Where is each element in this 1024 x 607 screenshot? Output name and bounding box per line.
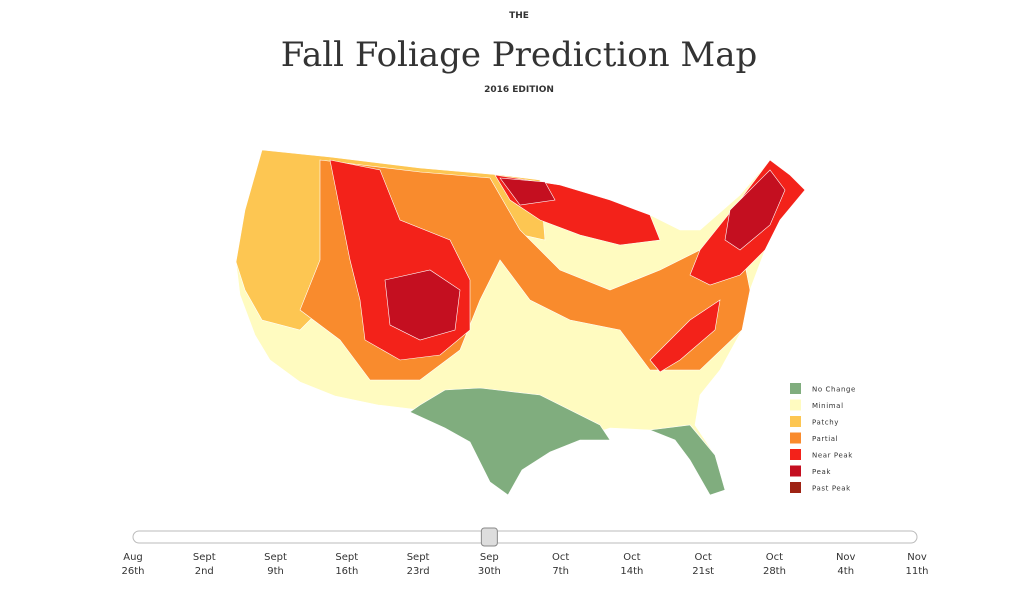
date-month[interactable]: Aug	[123, 552, 143, 563]
date-day[interactable]: 2nd	[195, 566, 214, 577]
date-day[interactable]: 7th	[552, 566, 569, 577]
legend-label: Partial	[812, 435, 838, 443]
legend-label: Peak	[812, 468, 831, 476]
peak-northeast	[724, 169, 786, 251]
title: Fall Foliage Prediction Map	[281, 35, 758, 75]
slider-thumb[interactable]	[480, 527, 498, 547]
date-month[interactable]: Sep	[480, 552, 499, 563]
edition: 2016 EDITION	[484, 85, 554, 95]
legend-swatch	[790, 416, 801, 427]
no-change-florida	[649, 424, 726, 496]
date-day[interactable]: 4th	[837, 566, 854, 577]
date-month[interactable]: Oct	[623, 552, 640, 563]
date-day[interactable]: 16th	[335, 566, 358, 577]
date-month[interactable]: Nov	[836, 552, 856, 563]
slider-track[interactable]	[132, 530, 918, 544]
peak-rockies	[384, 269, 461, 341]
date-day[interactable]: 21st	[692, 566, 714, 577]
legend-swatch	[790, 449, 801, 460]
date-month[interactable]: Oct	[552, 552, 569, 563]
date-day[interactable]: 9th	[267, 566, 284, 577]
date-day[interactable]: 30th	[478, 566, 501, 577]
date-day[interactable]: 28th	[763, 566, 786, 577]
legend-swatch	[790, 465, 801, 477]
legend-swatch	[790, 482, 801, 493]
peak-north	[499, 177, 556, 206]
date-month[interactable]: Sept	[335, 552, 358, 563]
date-month[interactable]: Sept	[264, 552, 287, 563]
legend-label: Past Peak	[812, 485, 851, 493]
legend-label: No Change	[812, 386, 856, 394]
legend: No Change Minimal Patchy Partial Near Peak Pe…	[790, 383, 856, 493]
us-map	[235, 149, 806, 496]
date-month[interactable]: Oct	[766, 552, 783, 563]
date-month[interactable]: Sept	[193, 552, 216, 563]
date-slider[interactable]: Aug 26th Sept 2nd Sept 9th Sept 16th Sept 23rd Sep…	[122, 527, 929, 577]
no-change-texas	[409, 387, 611, 496]
date-day[interactable]: 23rd	[407, 566, 430, 577]
legend-swatch	[790, 399, 801, 411]
legend-label: Patchy	[812, 419, 839, 427]
date-month[interactable]: Sept	[407, 552, 430, 563]
date-month[interactable]: Nov	[907, 552, 927, 563]
legend-swatch	[790, 432, 801, 444]
legend-label: Minimal	[812, 402, 844, 410]
date-day[interactable]: 11th	[906, 566, 929, 577]
date-day[interactable]: 14th	[620, 566, 643, 577]
date-month[interactable]: Oct	[695, 552, 712, 563]
near-peak-appalachia	[649, 299, 721, 373]
date-day[interactable]: 26th	[122, 566, 145, 577]
legend-label: Near Peak	[812, 452, 853, 460]
legend-swatch	[790, 383, 801, 394]
kicker: THE	[509, 11, 529, 21]
